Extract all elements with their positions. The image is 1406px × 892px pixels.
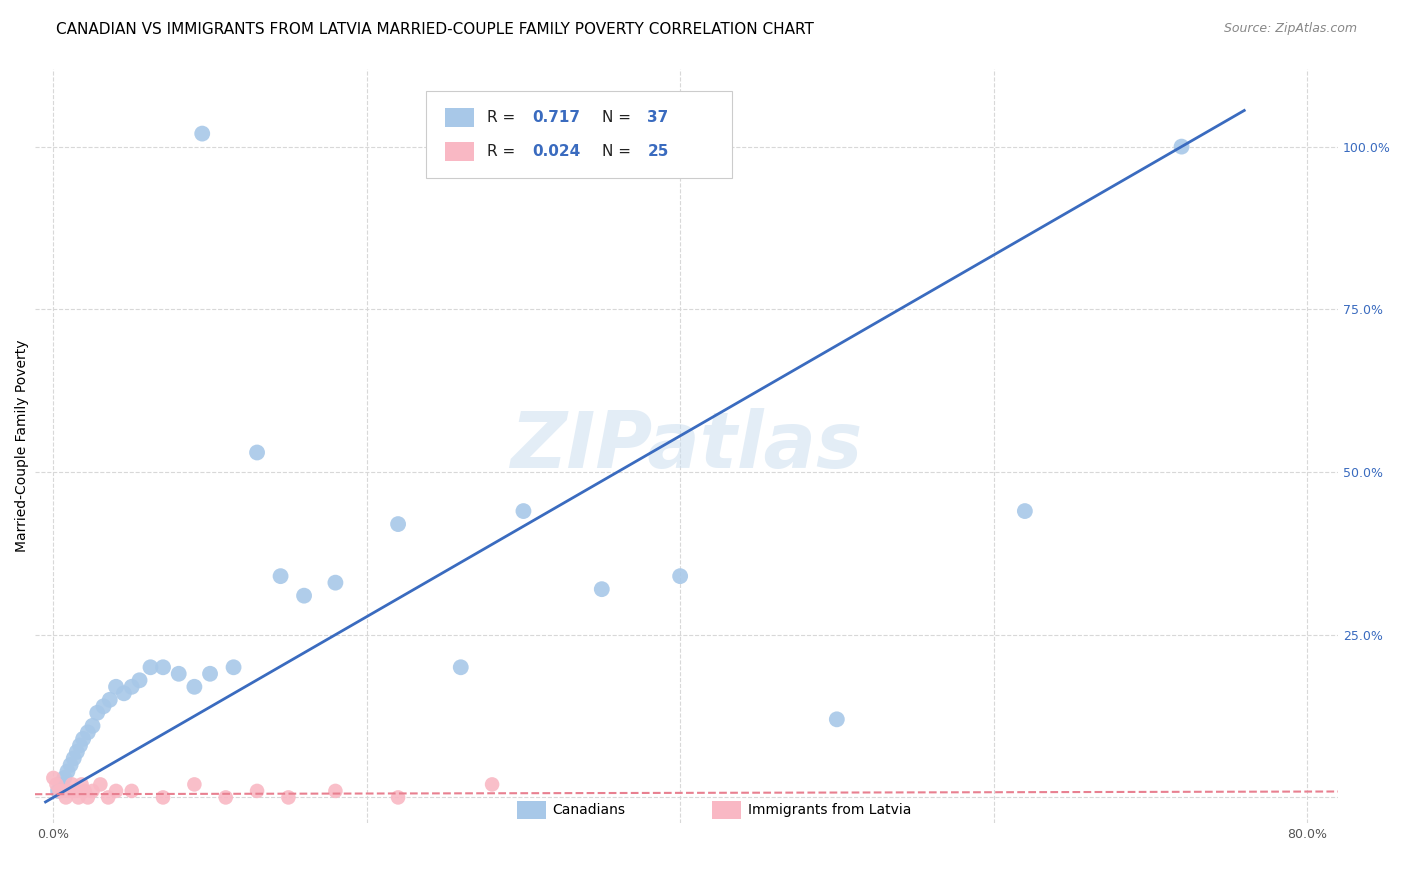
Point <box>325 784 347 798</box>
Text: Immigrants from Latvia: Immigrants from Latvia <box>748 803 911 817</box>
Point <box>191 127 214 141</box>
Point <box>292 589 315 603</box>
Point <box>56 764 79 779</box>
Y-axis label: Married-Couple Family Poverty: Married-Couple Family Poverty <box>15 340 30 552</box>
Point <box>62 751 84 765</box>
Text: 25: 25 <box>647 145 669 159</box>
Point <box>82 719 104 733</box>
Point <box>66 745 89 759</box>
Point <box>42 771 65 785</box>
Point <box>51 777 73 791</box>
Point <box>70 777 93 791</box>
Text: R =: R = <box>486 110 520 125</box>
Point <box>53 771 76 785</box>
Point <box>82 784 104 798</box>
Text: Source: ZipAtlas.com: Source: ZipAtlas.com <box>1223 22 1357 36</box>
Point <box>89 777 111 791</box>
Point <box>55 790 77 805</box>
Point <box>86 706 108 720</box>
Point <box>183 680 205 694</box>
Point <box>46 784 69 798</box>
Point <box>325 575 347 590</box>
Text: N =: N = <box>602 145 636 159</box>
Point <box>98 693 121 707</box>
Point <box>67 790 90 805</box>
Point <box>152 790 174 805</box>
Point <box>222 660 245 674</box>
Point <box>246 784 269 798</box>
Point <box>48 784 70 798</box>
FancyBboxPatch shape <box>446 142 474 161</box>
Text: Canadians: Canadians <box>553 803 626 817</box>
Point <box>128 673 150 688</box>
Point <box>76 790 98 805</box>
Point <box>152 660 174 674</box>
FancyBboxPatch shape <box>517 801 546 819</box>
Point <box>825 712 848 726</box>
Point <box>121 784 143 798</box>
Text: CANADIAN VS IMMIGRANTS FROM LATVIA MARRIED-COUPLE FAMILY POVERTY CORRELATION CHA: CANADIAN VS IMMIGRANTS FROM LATVIA MARRI… <box>56 22 814 37</box>
Point <box>270 569 292 583</box>
FancyBboxPatch shape <box>426 91 733 178</box>
FancyBboxPatch shape <box>713 801 741 819</box>
Text: 0.024: 0.024 <box>533 145 581 159</box>
Point <box>450 660 472 674</box>
Point <box>481 777 503 791</box>
Point <box>669 569 692 583</box>
Point <box>112 686 135 700</box>
Point <box>277 790 299 805</box>
Point <box>139 660 162 674</box>
Point <box>215 790 238 805</box>
Point <box>387 790 409 805</box>
Text: 0.717: 0.717 <box>533 110 581 125</box>
Point <box>76 725 98 739</box>
Point <box>59 757 82 772</box>
Point <box>1014 504 1036 518</box>
Point <box>1170 139 1192 153</box>
Point <box>246 445 269 459</box>
Point <box>198 666 221 681</box>
Point <box>591 582 613 597</box>
Point <box>45 777 67 791</box>
Point <box>93 699 115 714</box>
Point <box>121 680 143 694</box>
Text: ZIPatlas: ZIPatlas <box>510 408 862 484</box>
Text: 37: 37 <box>647 110 668 125</box>
Point <box>105 784 128 798</box>
Text: N =: N = <box>602 110 636 125</box>
Point <box>73 784 96 798</box>
Point <box>387 517 409 532</box>
Point <box>105 680 128 694</box>
Point <box>65 784 87 798</box>
Text: R =: R = <box>486 145 520 159</box>
Point <box>69 739 91 753</box>
FancyBboxPatch shape <box>446 108 474 128</box>
Point <box>167 666 190 681</box>
Point <box>60 777 83 791</box>
Point <box>512 504 534 518</box>
Point <box>97 790 120 805</box>
Point <box>72 731 94 746</box>
Point <box>52 784 75 798</box>
Point <box>58 784 80 798</box>
Point <box>183 777 205 791</box>
